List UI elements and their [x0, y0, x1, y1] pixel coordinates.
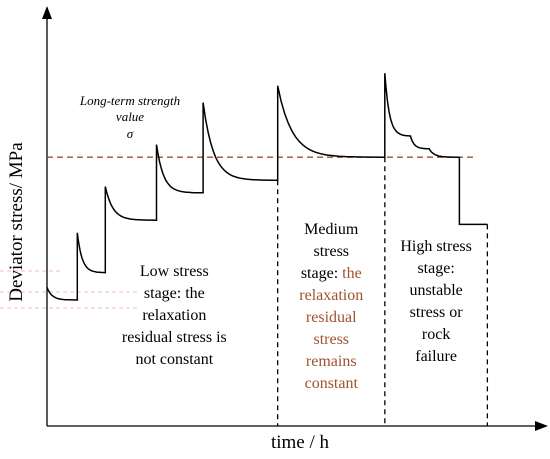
- stage-annotation-word: remains: [306, 353, 357, 370]
- stage-annotation-line: stage: the: [144, 285, 205, 302]
- stage-annotation-line: stress: [313, 331, 349, 348]
- stage-annotation-word: High stress: [400, 238, 472, 255]
- pink-marker-lines: [0, 270, 140, 309]
- stage-annotation-word: relaxation: [299, 287, 363, 304]
- stage-annotation-line: rock: [422, 326, 450, 343]
- stage-annotation-line: High stress: [400, 238, 472, 255]
- threshold-symbol: σ: [127, 126, 134, 141]
- stage-annotation-line: stress: [313, 243, 349, 260]
- stage-annotation-word: stress: [313, 331, 349, 348]
- stage-annotation-word: not constant: [135, 351, 213, 368]
- stage-annotations: Low stress stage: the relaxation residual s…: [122, 221, 472, 392]
- stage-annotation-line: not constant: [135, 351, 213, 368]
- x-axis-label: time / h: [271, 432, 330, 453]
- y-axis-label: Deviator stress/ MPa: [6, 142, 27, 302]
- stage-annotation-line: relaxation: [142, 307, 206, 324]
- stage-annotation-line: stage:: [417, 260, 454, 277]
- stage-annotation-line: remains: [306, 353, 357, 370]
- stage-annotation-word: stress or: [410, 304, 464, 321]
- stage-annotation-word: unstable: [409, 282, 462, 299]
- stage-annotation-word: stage: the: [144, 285, 205, 302]
- threshold-label-line-2: value: [116, 109, 144, 124]
- stage-annotation-line: constant: [305, 375, 359, 392]
- stage-annotation-line: relaxation: [299, 287, 363, 304]
- stage-annotation-line: failure: [415, 348, 457, 365]
- stage-annotation-word: relaxation: [142, 307, 206, 324]
- series-curve: [46, 73, 488, 301]
- stage-annotation-line: residual stress is: [122, 329, 227, 346]
- stage-annotation-word: constant: [305, 375, 359, 392]
- x-axis-arrow: [535, 421, 548, 431]
- stage-annotation-line: Low stress: [140, 263, 209, 280]
- stage-annotation-word: failure: [415, 348, 457, 365]
- stage-annotation-word: stage:: [301, 265, 338, 282]
- stage-annotation-word: Low stress: [140, 263, 209, 280]
- stage-annotation-word: stage:: [417, 260, 454, 277]
- threshold-label: Long-term strength value σ: [79, 93, 180, 141]
- stage-boundaries: [277, 157, 489, 426]
- stage-annotation-line: residual: [306, 309, 357, 326]
- stage-annotation-word: residual: [306, 309, 357, 326]
- stage-annotation-word: residual stress is: [122, 329, 227, 346]
- stage-annotation-line: unstable: [409, 282, 462, 299]
- stage-annotation-word: the: [338, 265, 362, 282]
- stage-annotation-line: stress or: [410, 304, 464, 321]
- stage-annotation-word: rock: [422, 326, 450, 343]
- axes: [42, 6, 548, 431]
- y-axis-arrow: [42, 6, 52, 19]
- stage-annotation-word: Medium: [304, 221, 359, 238]
- stage-annotation-line: stage: the: [301, 265, 362, 282]
- threshold-label-line-1: Long-term strength: [79, 93, 180, 108]
- stage-annotation-word: stress: [313, 243, 349, 260]
- stage-annotation-line: Medium: [304, 221, 359, 238]
